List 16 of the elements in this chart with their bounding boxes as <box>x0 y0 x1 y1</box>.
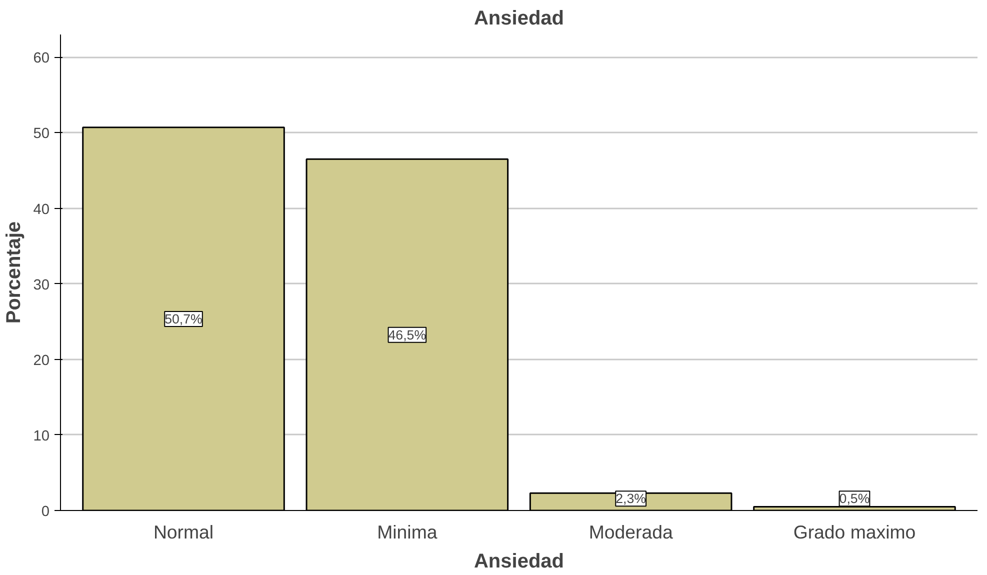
y-tick-label: 0 <box>41 504 50 520</box>
x-tick-label: Moderada <box>588 522 674 542</box>
y-tick-label: 20 <box>33 352 50 369</box>
chart-title: Ansiedad <box>474 8 564 30</box>
data-label: 50,7% <box>164 311 203 326</box>
y-tick-label: 30 <box>33 277 50 294</box>
y-tick-label: 10 <box>33 428 50 444</box>
data-label: 2,3% <box>616 491 646 506</box>
y-axis-title: Porcentaje <box>3 221 26 324</box>
y-tick-label: 50 <box>33 126 50 142</box>
x-tick-label: Minima <box>377 522 438 542</box>
x-tick-label: Grado maximo <box>793 522 916 542</box>
y-tick-label: 40 <box>33 202 50 218</box>
y-tick-label: 60 <box>33 50 50 67</box>
x-axis-title: Ansiedad <box>474 550 564 572</box>
x-tick-label: Normal <box>153 522 214 542</box>
